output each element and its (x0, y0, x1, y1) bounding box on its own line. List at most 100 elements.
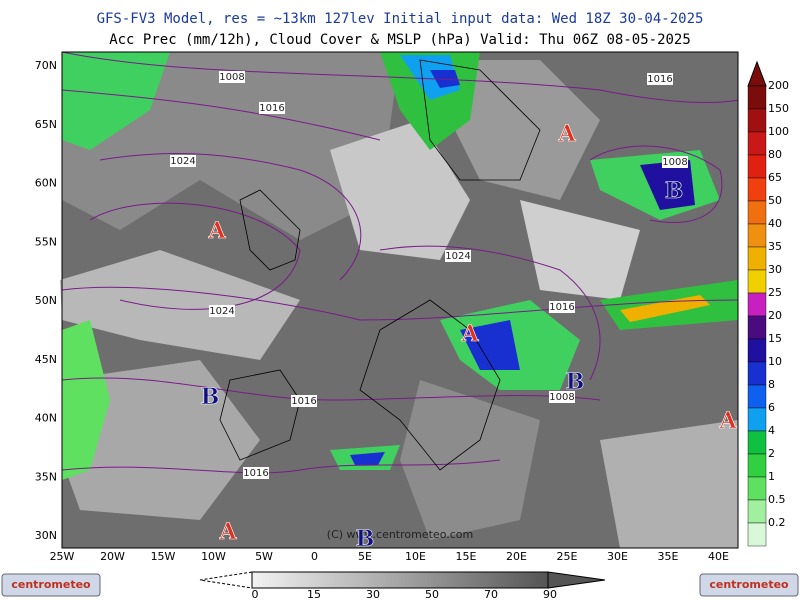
lon-label: 5E (358, 550, 372, 563)
colorbar-cell (747, 522, 767, 547)
isobar-label: 1008 (549, 392, 574, 403)
isobar-label: 1016 (259, 103, 284, 114)
lon-label: 10E (405, 550, 426, 563)
pressure-center: B (665, 178, 684, 204)
isobar-label-bg (445, 250, 471, 262)
lon-label: 0 (311, 550, 318, 563)
lat-label: 60N (35, 177, 57, 190)
colorbar-label: 65 (768, 171, 782, 184)
lon-label: 25E (557, 550, 578, 563)
isobar-label: 1008 (662, 157, 687, 168)
isobar-label: 1008 (219, 72, 244, 83)
precip-colorbar: 200 150 100 80 65 50 40 35 30 25 20 15 10 8 6 4 2 1 0.5 0.2 (747, 60, 789, 547)
cloud-colorbar (199, 571, 606, 589)
isobar-label: 1024 (209, 306, 234, 317)
colorbar-label: 25 (768, 286, 782, 299)
isobar-label: 1016 (647, 74, 672, 85)
isobar-label-bg (549, 301, 575, 313)
isobar-label-bg (219, 71, 245, 83)
colorbar-label: 50 (768, 194, 782, 207)
isobar-label-bg (259, 102, 285, 114)
lon-label: 20E (506, 550, 527, 563)
cloud-label: 0 (252, 588, 259, 600)
colorbar-label: 2 (768, 447, 775, 460)
colorbar-cell (747, 154, 767, 179)
lon-label: 20W (100, 550, 125, 563)
isobar-label-bg (662, 156, 688, 168)
colorbar-label: 6 (768, 401, 775, 414)
colorbar-cell (747, 200, 767, 225)
pressure-center: A (557, 121, 576, 147)
lon-label: 15E (456, 550, 477, 563)
isobar-label: 1024 (445, 251, 470, 262)
lon-label: 15W (151, 550, 176, 563)
lat-label: 45N (35, 353, 57, 366)
lat-label: 55N (35, 235, 57, 248)
colorbar-cell (747, 315, 767, 340)
isobar-label-bg (549, 391, 575, 403)
cloud-label: 15 (307, 588, 321, 600)
lon-label: 40E (708, 550, 729, 563)
isobar-label-bg (291, 395, 317, 407)
logo-left (1, 573, 101, 597)
colorbar-label: 30 (768, 263, 782, 276)
cloud-label: 50 (425, 588, 439, 600)
logo-text: centrometeo (709, 578, 789, 591)
map (60, 51, 739, 549)
colorbar-cell (747, 476, 767, 501)
pressure-center: A (218, 519, 237, 545)
copyright: (C) www.centrometeo.com (327, 528, 473, 541)
colorbar-cell (747, 292, 767, 317)
lon-label: 30E (607, 550, 628, 563)
colorbar-label: 15 (768, 332, 782, 345)
subtitle: Acc Prec (mm/12h), Cloud Cover & MSLP (h… (109, 32, 691, 48)
isobar-label-bg (209, 305, 235, 317)
lat-label: 30N (35, 529, 57, 542)
colorbar-cell (747, 131, 767, 156)
title: GFS-FV3 Model, res = ~13km 127lev Initia… (97, 11, 704, 27)
pressure-center: B (566, 369, 585, 395)
pressure-center: B (356, 526, 375, 552)
cloud-label: 70 (484, 588, 498, 600)
lat-label: 40N (35, 412, 57, 425)
colorbar-cell (747, 384, 767, 409)
logo-right (699, 573, 799, 597)
lat-label: 65N (35, 118, 57, 131)
colorbar-tip (747, 60, 767, 87)
colorbar-label: 80 (768, 148, 782, 161)
lat-label: 50N (35, 294, 57, 307)
lat-label: 70N (35, 59, 57, 72)
colorbar-label: 1 (768, 470, 775, 483)
colorbar-label: 200 (768, 79, 789, 92)
colorbar-label: 40 (768, 217, 782, 230)
colorbar-label: 0.5 (768, 493, 786, 506)
lon-label: 10W (201, 550, 226, 563)
colorbar-cell (747, 223, 767, 248)
colorbar-cell (747, 338, 767, 363)
colorbar-label: 100 (768, 125, 789, 138)
pressure-center: A (718, 408, 737, 434)
cloud-label: 30 (366, 588, 380, 600)
logo-text: centrometeo (11, 578, 91, 591)
lat-label: 35N (35, 470, 57, 483)
pressure-center: A (207, 218, 226, 244)
colorbar-label: 150 (768, 102, 789, 115)
colorbar-label: 35 (768, 240, 782, 253)
pressure-center: B (201, 384, 220, 410)
colorbar-cell (747, 269, 767, 294)
colorbar-cell (747, 407, 767, 432)
lon-label: 25W (50, 550, 75, 563)
colorbar-cell (747, 108, 767, 133)
isobar-label-bg (170, 155, 196, 167)
isobar-label-bg (647, 73, 673, 85)
isobar-label: 1016 (549, 302, 574, 313)
isobar-label: 1016 (243, 468, 268, 479)
isobar-label: 1016 (291, 396, 316, 407)
isobar-label: 1024 (170, 156, 195, 167)
colorbar-label: 4 (768, 424, 775, 437)
cloud-label: 90 (543, 588, 557, 600)
pressure-center: A (460, 321, 479, 347)
colorbar-cell (747, 246, 767, 271)
colorbar-cell (747, 361, 767, 386)
